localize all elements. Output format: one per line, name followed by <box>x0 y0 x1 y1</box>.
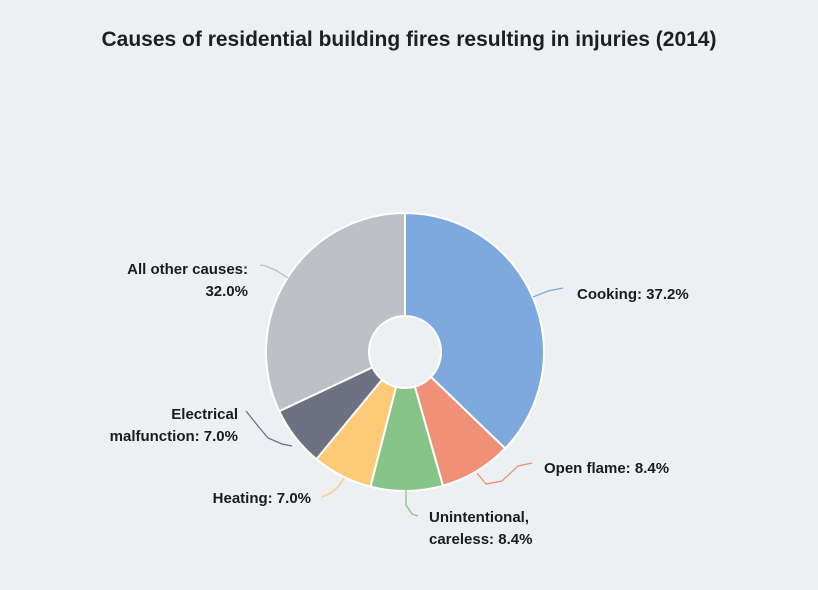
slice-label-heating: Heating: 7.0% <box>213 490 311 507</box>
slice-label-cooking: Cooking: 37.2% <box>577 286 689 303</box>
slice-label-all-other-causes: All other causes: 32.0% <box>127 261 248 300</box>
slice-label-open-flame: Open flame: 8.4% <box>544 460 669 477</box>
leader-line-cooking <box>532 287 564 298</box>
leader-line-all-other-causes <box>259 264 289 279</box>
leader-line-open-flame <box>476 462 533 485</box>
leader-line-heating <box>321 477 345 498</box>
pie-slice-cooking <box>404 211 545 450</box>
pie-slice-all-other-causes <box>265 211 406 413</box>
leader-line-unintentional-careless <box>405 490 419 517</box>
leader-line-electrical-malfunction <box>245 410 293 447</box>
slice-label-electrical-malfunction: Electrical malfunction: 7.0% <box>110 406 238 445</box>
chart-title: Causes of residential building fires res… <box>101 28 717 51</box>
slice-label-unintentional-careless: Unintentional, careless: 8.4% <box>429 509 532 548</box>
